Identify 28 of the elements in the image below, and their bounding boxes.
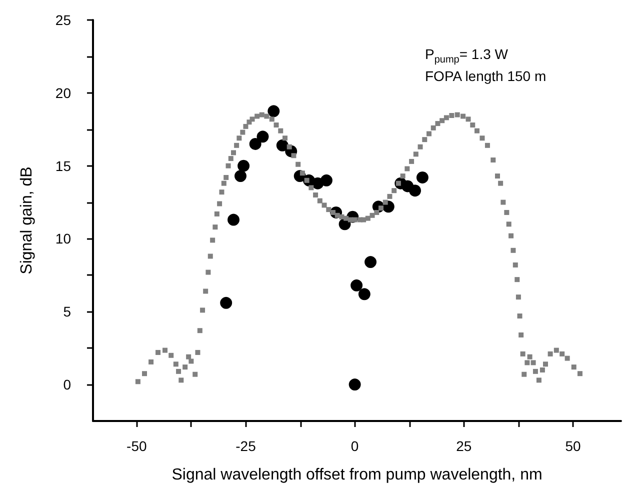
annotation: FOPA length 150 m <box>425 68 546 84</box>
y-axis-title: Signal gain, dB <box>18 166 36 274</box>
point <box>238 160 250 172</box>
point <box>416 171 428 184</box>
x-tick-label: -50 <box>126 438 147 454</box>
point <box>320 174 332 186</box>
point <box>228 214 240 226</box>
point <box>234 170 246 182</box>
y-tick-label: 10 <box>55 230 72 247</box>
y-tick-label: 25 <box>55 12 72 28</box>
point <box>348 378 361 391</box>
y-tick-label: 15 <box>55 158 72 174</box>
point <box>220 296 232 309</box>
x-tick-label: 0 <box>350 438 359 454</box>
y-tick-label: 20 <box>55 84 72 101</box>
x-tick-label: 50 <box>565 438 581 454</box>
point <box>409 184 422 197</box>
y-tick-label: 5 <box>63 304 72 320</box>
x-axis-title: Signal wavelength offset from pump wavelength, nm <box>172 466 542 484</box>
point <box>268 105 280 118</box>
point <box>358 288 370 300</box>
y-tick-label: 0 <box>63 376 72 393</box>
point <box>256 130 269 143</box>
x-tick-label: -25 <box>236 438 256 454</box>
point <box>364 256 377 268</box>
x-tick-label: 25 <box>456 438 472 454</box>
point <box>249 138 262 150</box>
point <box>350 279 363 292</box>
